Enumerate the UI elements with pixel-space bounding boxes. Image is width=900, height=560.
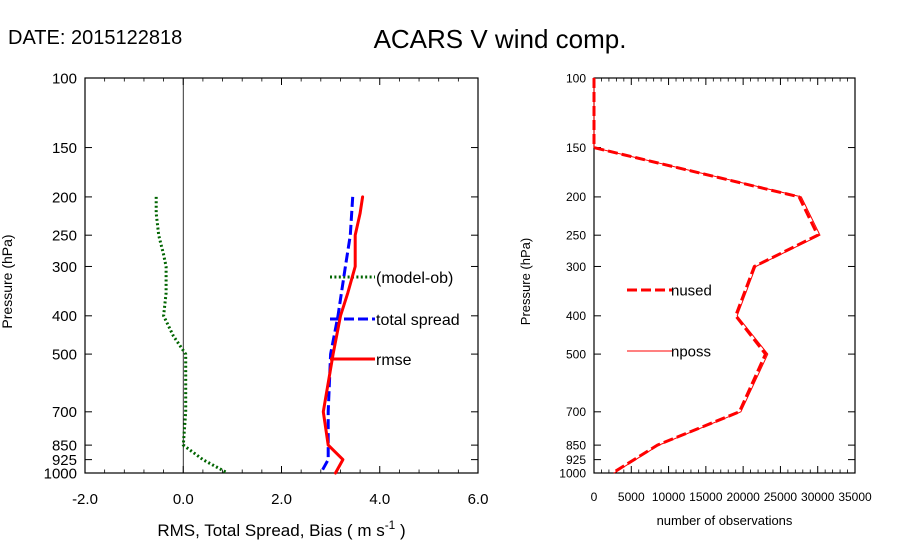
left-ytick-label: 100 bbox=[52, 70, 77, 87]
right-ytick-label: 850 bbox=[566, 438, 586, 452]
right-legend-label: nused bbox=[671, 282, 712, 299]
right-xtick-label: 5000 bbox=[618, 490, 645, 504]
left-legend-label: (model-ob) bbox=[376, 270, 453, 287]
right-ytick-label: 400 bbox=[566, 309, 586, 323]
right-legend-label: nposs bbox=[671, 343, 711, 360]
left-ytick-label: 250 bbox=[52, 228, 77, 245]
right-ytick-label: 150 bbox=[566, 141, 586, 155]
right-xtick-label: 0 bbox=[591, 490, 598, 504]
left-xlabel: RMS, Total Spread, Bias ( m s-1 ) bbox=[157, 518, 405, 540]
left-ytick-label: 300 bbox=[52, 259, 77, 276]
left-ytick-label: 850 bbox=[52, 438, 77, 455]
right-xtick-label: 35000 bbox=[838, 490, 872, 504]
right-ytick-label: 500 bbox=[566, 347, 586, 361]
left-ytick-label: 500 bbox=[52, 346, 77, 363]
left-xtick-label: -2.0 bbox=[72, 491, 98, 508]
left-xtick-label: 0.0 bbox=[173, 491, 194, 508]
left-ylabel: Pressure (hPa) bbox=[0, 234, 15, 328]
right-xlabel: number of observations bbox=[657, 513, 793, 528]
left-ytick-label: 200 bbox=[52, 189, 77, 206]
left-xlabel-end: ) bbox=[395, 521, 405, 540]
right-xlabel-main: number of observations bbox=[657, 513, 793, 528]
left-legend-label: total spread bbox=[376, 312, 460, 329]
right-ytick-label: 300 bbox=[566, 260, 586, 274]
left-legend-label: rmse bbox=[376, 352, 412, 369]
right-xtick-label: 15000 bbox=[689, 490, 723, 504]
right-plot-frame bbox=[593, 77, 856, 474]
left-ytick-label: 400 bbox=[52, 308, 77, 325]
left-xtick-label: 4.0 bbox=[369, 491, 390, 508]
right-series-nused bbox=[592, 78, 820, 475]
right-ylabel: Pressure (hPa) bbox=[518, 238, 533, 325]
right-xtick-label: 20000 bbox=[726, 490, 760, 504]
left-xlabel-sup: -1 bbox=[385, 518, 396, 532]
right-ytick-label: 250 bbox=[566, 229, 586, 243]
right-ytick-label: 200 bbox=[566, 190, 586, 204]
left-ytick-label: 925 bbox=[52, 452, 77, 469]
right-ytick-label: 700 bbox=[566, 405, 586, 419]
chart-title: ACARS V wind comp. bbox=[374, 24, 627, 54]
left-xtick-label: 6.0 bbox=[468, 491, 489, 508]
right-ytick-label: 925 bbox=[566, 453, 586, 467]
left-ytick-label: 1000 bbox=[44, 465, 77, 482]
left-series-model-ob bbox=[154, 196, 229, 475]
left-series-rmse bbox=[321, 195, 365, 475]
right-series-nposs bbox=[593, 77, 821, 474]
right-ytick-label: 100 bbox=[566, 71, 586, 85]
left-ytick-label: 700 bbox=[52, 404, 77, 421]
right-xtick-label: 25000 bbox=[764, 490, 798, 504]
left-ytick-label: 150 bbox=[52, 140, 77, 157]
date-label: DATE: 2015122818 bbox=[8, 27, 182, 49]
right-xtick-label: 30000 bbox=[801, 490, 835, 504]
left-series-total-spread bbox=[319, 196, 355, 474]
left-xlabel-main: RMS, Total Spread, Bias ( m s bbox=[157, 521, 384, 540]
right-ytick-label: 1000 bbox=[559, 466, 586, 480]
right-xtick-label: 10000 bbox=[652, 490, 686, 504]
left-xtick-label: 2.0 bbox=[271, 491, 292, 508]
